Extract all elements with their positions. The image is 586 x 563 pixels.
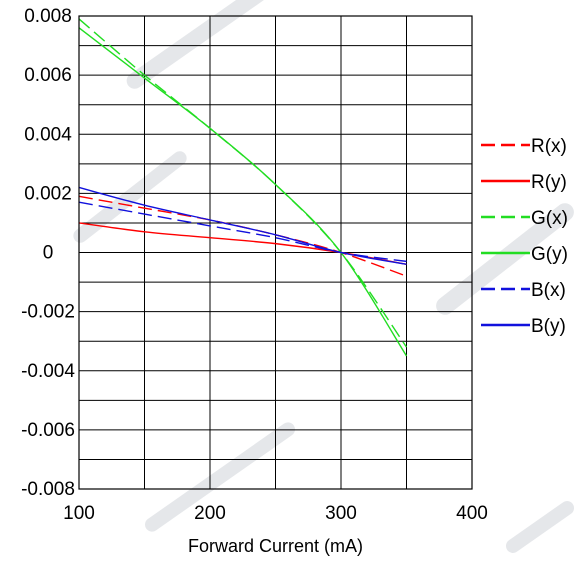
y-tick-label: 0.008 — [24, 6, 72, 27]
x-axis-label: Forward Current (mA) — [188, 536, 363, 556]
legend-label-b-x: B(x) — [531, 280, 566, 301]
plot-frame — [78, 15, 473, 490]
plot-series — [78, 18, 408, 357]
watermark-logo — [145, 422, 295, 532]
y-tick-label: 0.004 — [24, 124, 72, 145]
watermark-logo — [505, 501, 575, 553]
legend-label-g-y: G(y) — [531, 244, 568, 265]
y-tick-label: -0.006 — [21, 420, 75, 441]
y-tick-label: 0.006 — [24, 65, 72, 86]
legend-label-r-x: R(x) — [531, 136, 567, 157]
y-tick-label: -0.008 — [21, 479, 75, 500]
series-line-g-y — [78, 27, 408, 357]
x-tick-label: 100 — [63, 503, 95, 524]
series-line-g-x — [78, 18, 408, 348]
x-tick-label: 200 — [194, 503, 226, 524]
watermark-logo — [436, 203, 574, 315]
legend: R(x) R(y) G(x) G(y) B(x) B(y) — [481, 136, 568, 337]
legend-label-b-y: B(y) — [531, 316, 566, 337]
series-line-r-x — [78, 195, 407, 277]
y-tick-label: -0.002 — [21, 302, 75, 323]
watermark-logo — [73, 151, 187, 243]
grid — [78, 15, 473, 490]
y-tick-label: -0.004 — [21, 361, 75, 382]
watermark-layer — [73, 0, 575, 553]
legend-label-r-y: R(y) — [531, 172, 567, 193]
y-axis-ticks: 0.008 0.006 0.004 0.002 0 -0.002 -0.004 -0.006 -… — [21, 6, 75, 500]
y-tick-label: 0 — [43, 243, 54, 264]
x-axis-ticks: 100 200 300 400 — [63, 503, 488, 524]
x-tick-label: 400 — [456, 503, 488, 524]
x-tick-label: 300 — [325, 503, 357, 524]
series-line-b-y — [78, 186, 407, 266]
legend-label-g-x: G(x) — [531, 208, 568, 229]
y-tick-label: 0.002 — [24, 183, 72, 204]
